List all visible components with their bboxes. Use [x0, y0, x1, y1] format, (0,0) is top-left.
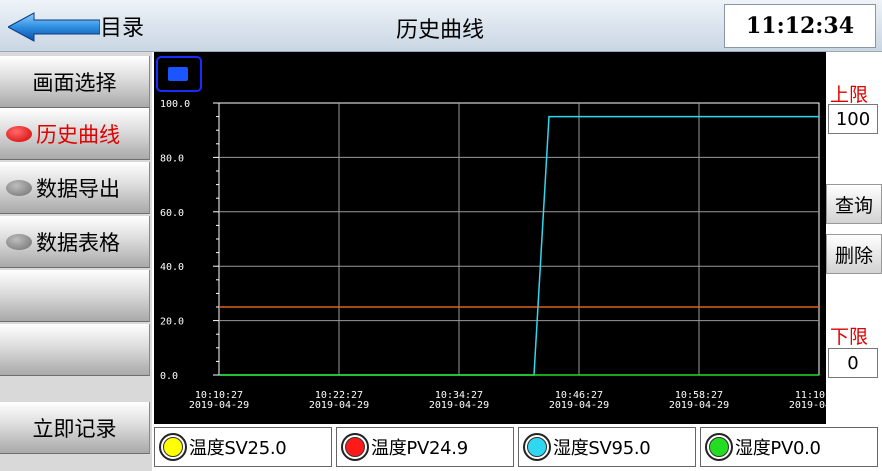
history-curve-button[interactable]: 历史曲线	[0, 108, 150, 160]
legend-hum-pv[interactable]: 湿度PV0.0	[700, 427, 878, 467]
record-now-button[interactable]: 立即记录	[0, 402, 150, 454]
upper-limit-input[interactable]: 100	[828, 104, 878, 134]
y-tick-label: 80.0	[160, 153, 184, 164]
record-now-label: 立即记录	[32, 416, 117, 441]
hum-sv-swatch-icon	[523, 433, 551, 461]
pen-icon	[168, 67, 188, 81]
x-tick-time-label: 10:34:27	[435, 390, 483, 401]
y-tick-label: 20.0	[160, 317, 184, 328]
x-tick-date-label: 2019-04-29	[669, 400, 729, 411]
legend-temp-pv[interactable]: 温度PV24.9	[336, 427, 514, 467]
legend-temp-sv[interactable]: 温度SV25.0	[154, 427, 332, 467]
back-to-menu-button[interactable]: 目录	[4, 6, 154, 46]
temp-sv-swatch-icon	[159, 433, 187, 461]
pen-select-button[interactable]	[156, 56, 202, 92]
x-tick-time-label: 10:10:27	[195, 390, 243, 401]
back-label: 目录	[100, 16, 145, 41]
data-table-label: 数据表格	[36, 230, 120, 255]
hum-pv-swatch-icon	[705, 433, 733, 461]
blank-menu-button-1[interactable]	[0, 270, 150, 322]
y-tick-label: 40.0	[160, 262, 184, 273]
plot-frame	[218, 102, 820, 376]
query-button[interactable]: 查询	[826, 184, 882, 224]
x-tick-time-label: 10:58:27	[675, 390, 723, 401]
series-line-1	[219, 115, 819, 376]
x-tick-time-label: 10:22:27	[315, 390, 363, 401]
legend-label: 湿度PV0.0	[735, 438, 821, 459]
y-tick-label: 100.0	[160, 99, 190, 110]
delete-button[interactable]: 删除	[826, 234, 882, 274]
temp-pv-swatch-icon	[341, 433, 369, 461]
upper-limit-label: 上限	[830, 84, 869, 106]
legend-label: 温度SV25.0	[189, 438, 287, 459]
blank-menu-button-2[interactable]	[0, 324, 150, 376]
clock-text: 11:12:34	[745, 13, 855, 39]
y-tick-label: 0.0	[160, 371, 178, 382]
data-export-button[interactable]: 数据导出	[0, 162, 150, 214]
legend-label: 湿度SV95.0	[553, 438, 651, 459]
screen-select-label: 画面选择	[32, 70, 117, 95]
x-tick-date-label: 2019-04-29	[309, 400, 369, 411]
data-table-button[interactable]: 数据表格	[0, 216, 150, 268]
x-tick-date-label: 2019-04-29	[429, 400, 489, 411]
back-arrow-icon	[8, 12, 100, 42]
temp-pv-color	[345, 437, 365, 457]
legend-label: 温度PV24.9	[371, 438, 468, 459]
x-tick-date-label: 2019-04-29	[789, 400, 826, 411]
x-tick-time-label: 10:46:27	[555, 390, 603, 401]
y-tick-label: 60.0	[160, 208, 184, 219]
hum-pv-color	[709, 437, 729, 457]
temp-sv-color	[163, 437, 183, 457]
lower-limit-label: 下限	[830, 326, 869, 348]
clock-display: 11:12:34	[724, 4, 876, 48]
history-indicator-icon	[6, 125, 32, 142]
page-title: 历史曲线	[396, 18, 485, 43]
export-indicator-icon	[6, 179, 32, 196]
x-tick-date-label: 2019-04-29	[189, 400, 249, 411]
x-tick-time-label: 11:10:27	[795, 390, 826, 401]
data-export-label: 数据导出	[36, 176, 120, 201]
legend-hum-sv[interactable]: 湿度SV95.0	[518, 427, 696, 467]
title-bar: 目录 历史曲线 11:12:34	[0, 0, 882, 52]
table-indicator-icon	[6, 233, 32, 250]
lower-limit-input[interactable]: 0	[828, 348, 878, 378]
screen-select-button[interactable]: 画面选择	[0, 56, 150, 108]
x-tick-date-label: 2019-04-29	[549, 400, 609, 411]
history-curve-label: 历史曲线	[36, 122, 120, 147]
trend-chart: 100.080.060.040.020.00.010:10:272019-04-…	[160, 99, 826, 411]
sidebar: 画面选择 历史曲线 数据导出 数据表格 立即记录	[0, 52, 152, 471]
hum-sv-color	[527, 437, 547, 457]
legend-bar: 温度SV25.0 温度PV24.9 湿度SV95.0 湿度PV0.0	[154, 424, 882, 471]
trend-chart-panel	[154, 52, 826, 424]
